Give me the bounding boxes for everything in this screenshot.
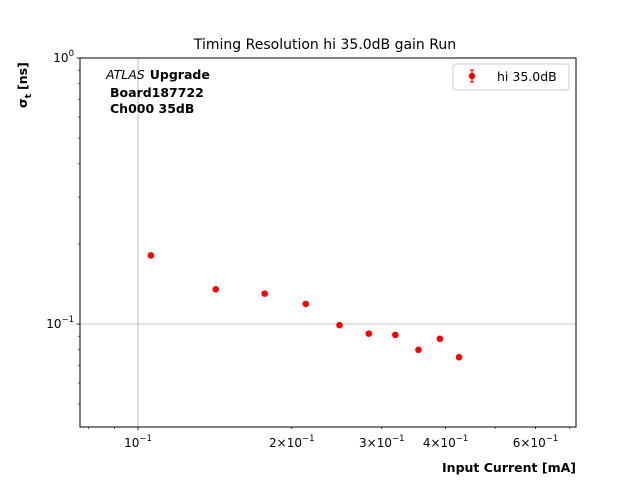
x-tick-label-exponent: −1: [456, 434, 469, 444]
data-point: [365, 330, 373, 337]
x-tick-label-exponent: −1: [392, 434, 405, 444]
data-point: [336, 321, 343, 329]
grid-lines: [80, 58, 576, 427]
x-axis-label: Input Current [mA]: [442, 460, 576, 475]
x-tick-label: 6×10−1: [513, 434, 559, 450]
y-tick-label: 100: [53, 49, 74, 65]
data-point: [455, 353, 463, 361]
annotation-upgrade: Upgrade: [150, 67, 210, 82]
data-point: [261, 290, 268, 297]
y-axis-label: σt [ns]: [15, 62, 34, 108]
x-tick-label: 4×10−1: [423, 434, 469, 450]
y-axis-label-unit: [ns]: [15, 62, 30, 90]
legend: hi 35.0dB: [452, 63, 570, 91]
x-tick-label-base: 2×10: [269, 436, 302, 450]
data-points: [147, 252, 463, 361]
legend-label: hi 35.0dB: [497, 69, 557, 84]
legend-box: [452, 63, 570, 91]
annotation-line-1: ATLAS Upgrade: [105, 67, 210, 82]
y-tick-label-base: 10: [46, 317, 61, 331]
y-tick-label: 10−1: [46, 315, 74, 331]
plot-area-frame: [79, 57, 577, 428]
x-tick-label-exponent: −1: [302, 434, 315, 444]
x-tick-label-base: 10: [124, 436, 139, 450]
data-point: [436, 335, 444, 343]
data-point: [392, 331, 399, 339]
chart-title: Timing Resolution hi 35.0dB gain Run: [193, 37, 456, 53]
y-tick-label-exponent: 0: [69, 49, 74, 59]
legend-marker: [468, 72, 476, 80]
x-tick-label-base: 6×10: [513, 436, 546, 450]
y-tick-label-exponent: −1: [61, 315, 74, 325]
x-tick-label: 10−1: [124, 434, 152, 450]
data-point: [302, 300, 310, 308]
x-tick-label-base: 3×10: [359, 436, 392, 450]
atlas-annotation: ATLAS Upgrade Board187722 Ch000 35dB: [105, 67, 210, 116]
annotation-board: Board187722: [110, 85, 204, 100]
data-point: [212, 286, 220, 293]
y-axis-label-subscript: t: [24, 93, 34, 98]
x-tick-label-exponent: −1: [546, 434, 559, 444]
data-point: [147, 252, 155, 259]
x-tick-label-base: 4×10: [423, 436, 456, 450]
annotation-channel: Ch000 35dB: [110, 101, 194, 116]
y-tick-label-base: 10: [53, 51, 68, 65]
data-point: [415, 346, 422, 354]
y-axis-label-sigma: σ: [15, 98, 30, 108]
annotation-atlas: ATLAS: [105, 67, 145, 82]
x-tick-label: 3×10−1: [359, 434, 405, 450]
x-tick-label-exponent: −1: [139, 434, 152, 444]
x-tick-label: 2×10−1: [269, 434, 315, 450]
